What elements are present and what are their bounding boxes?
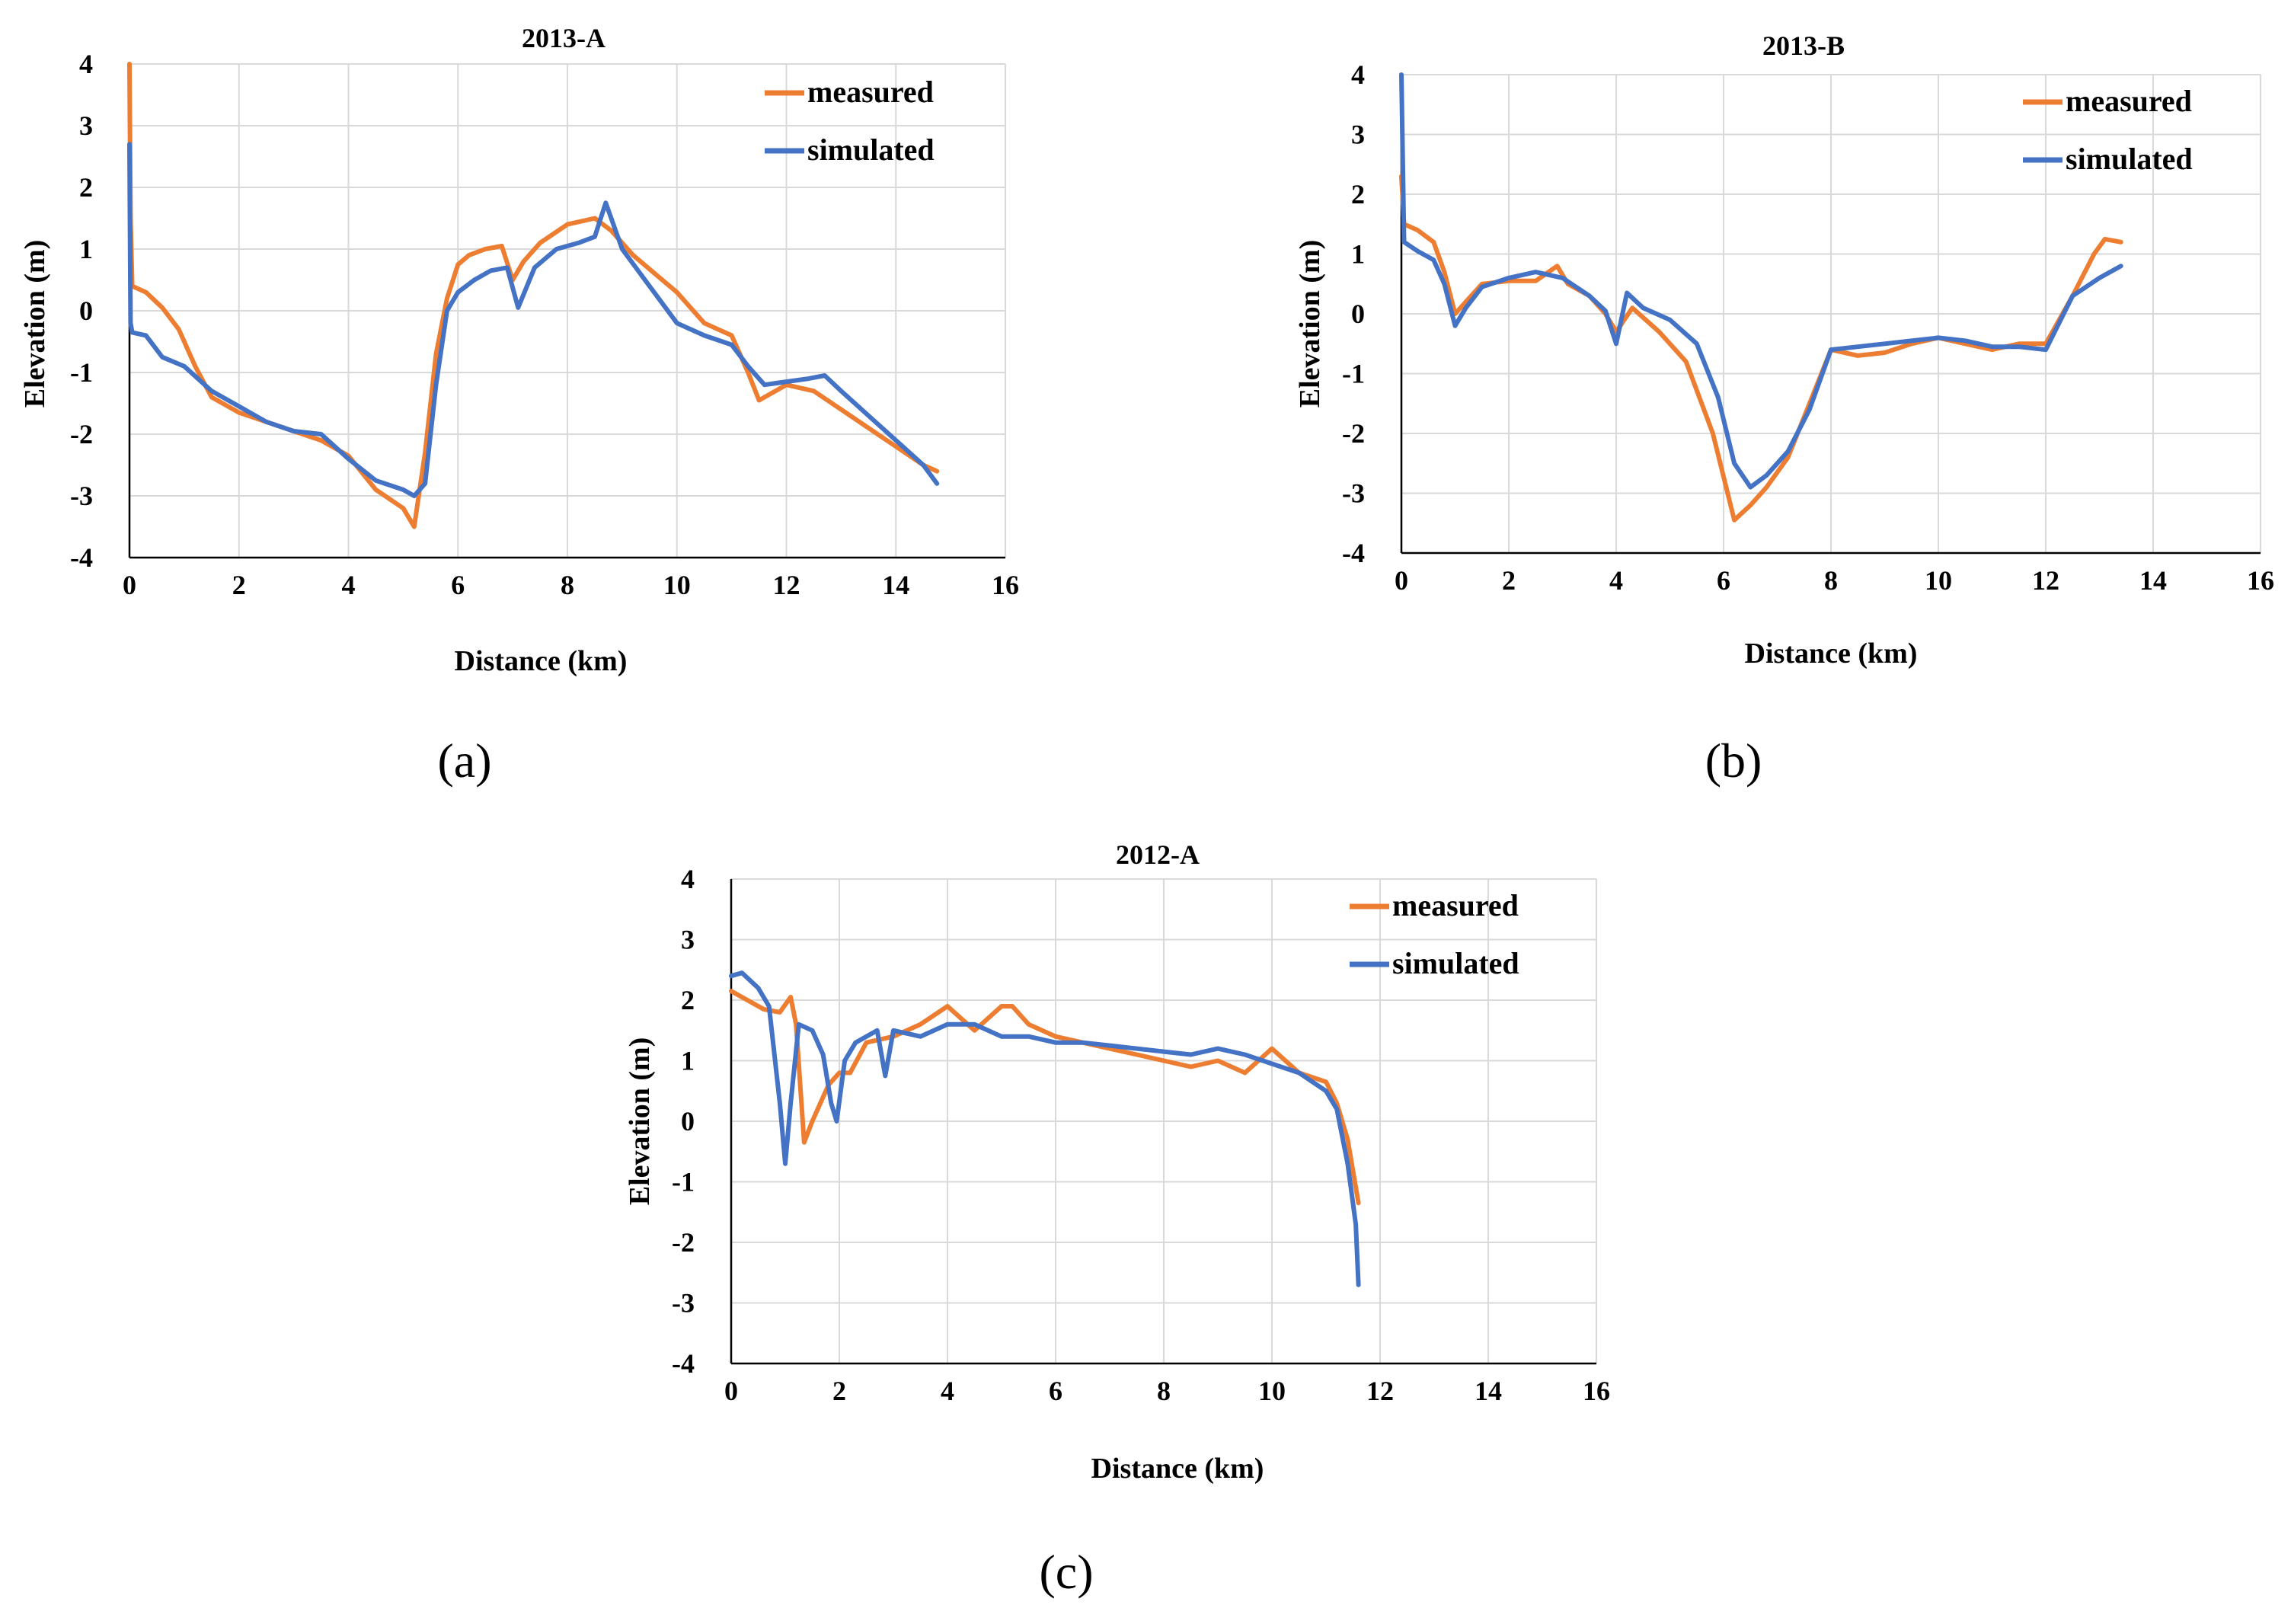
x-tick-label: 2 — [1502, 565, 1516, 596]
y-tick-label: -1 — [672, 1167, 695, 1197]
x-tick-label: 2 — [232, 570, 246, 600]
y-tick-label: -1 — [1342, 359, 1365, 389]
y-tick-label: -4 — [1342, 538, 1365, 568]
legend-label-measured: measured — [1392, 888, 1519, 922]
y-axis-label: Elevation (m) — [1294, 240, 1326, 408]
y-tick-label: -3 — [672, 1288, 695, 1319]
legend-label-simulated: simulated — [2066, 142, 2193, 176]
x-tick-label: 16 — [2247, 565, 2274, 596]
x-tick-label: 4 — [342, 570, 356, 600]
x-tick-label: 6 — [1717, 565, 1730, 596]
x-tick-label: 14 — [2139, 565, 2167, 596]
series-line-measured — [127, 62, 940, 529]
x-axis-label: Distance (km) — [455, 645, 628, 677]
y-tick-label: 1 — [681, 1046, 695, 1076]
x-tick-label: 14 — [1475, 1376, 1502, 1406]
panel-label: (a) — [437, 734, 491, 788]
x-tick-label: 8 — [1824, 565, 1838, 596]
y-tick-label: 3 — [681, 925, 695, 955]
series-line-measured — [729, 989, 1361, 1206]
x-tick-label: 4 — [941, 1376, 954, 1406]
x-axis-label: Distance (km) — [1091, 1453, 1264, 1485]
y-tick-label: 0 — [79, 296, 93, 326]
x-tick-label: 12 — [2032, 565, 2059, 596]
chart-2013-b: 2013-B Distance (km) Elevation (m) (b) 0… — [1294, 30, 2274, 788]
chart-title: 2012-A — [1116, 839, 1200, 870]
y-tick-label: -4 — [70, 542, 93, 573]
x-tick-label: 6 — [1049, 1376, 1062, 1406]
y-tick-label: 2 — [79, 172, 93, 203]
y-tick-label: -2 — [70, 419, 93, 449]
y-tick-label: 1 — [1351, 239, 1365, 270]
y-axis-label: Elevation (m) — [19, 240, 51, 408]
y-tick-label: -4 — [672, 1348, 695, 1379]
y-tick-label: 4 — [1351, 59, 1365, 90]
panel-label: (b) — [1705, 734, 1762, 788]
x-tick-label: 8 — [561, 570, 574, 600]
x-tick-label: 6 — [451, 570, 465, 600]
x-tick-label: 14 — [882, 570, 909, 600]
y-tick-label: 1 — [79, 234, 93, 264]
x-tick-label: 12 — [773, 570, 800, 600]
y-tick-label: 2 — [1351, 179, 1365, 209]
series-line-simulated — [729, 970, 1361, 1287]
y-axis-label: Elevation (m) — [624, 1037, 656, 1206]
x-tick-label: 12 — [1366, 1376, 1394, 1406]
x-tick-label: 8 — [1157, 1376, 1171, 1406]
y-tick-label: -3 — [1342, 478, 1365, 509]
legend-label-simulated: simulated — [1392, 946, 1519, 980]
x-tick-label: 10 — [663, 570, 691, 600]
y-tick-label: 0 — [1351, 299, 1365, 329]
y-tick-label: 3 — [1351, 120, 1365, 150]
series-line-simulated — [1399, 72, 2123, 490]
x-tick-label: 0 — [123, 570, 136, 600]
x-tick-label: 4 — [1609, 565, 1623, 596]
y-tick-label: 3 — [79, 110, 93, 141]
chart-title: 2013-B — [1762, 30, 1845, 61]
x-tick-label: 0 — [724, 1376, 738, 1406]
y-tick-label: 4 — [681, 864, 695, 894]
y-tick-label: 0 — [681, 1106, 695, 1136]
y-tick-label: -2 — [672, 1227, 695, 1258]
chart-2012-a: 2012-A Distance (km) Elevation (m) (c) 0… — [624, 839, 1610, 1599]
y-tick-label: 4 — [79, 49, 93, 79]
legend-label-measured: measured — [2066, 84, 2192, 118]
y-tick-label: -1 — [70, 357, 93, 388]
legend-label-simulated: simulated — [807, 133, 935, 167]
x-tick-label: 16 — [1583, 1376, 1610, 1406]
y-tick-label: 2 — [681, 985, 695, 1015]
x-tick-label: 2 — [832, 1376, 846, 1406]
x-tick-label: 16 — [992, 570, 1019, 600]
chart-2013-a: 2013-A Distance (km) Elevation (m) (a) 0… — [19, 23, 1019, 788]
legend-label-measured: measured — [807, 75, 934, 109]
x-tick-label: 10 — [1925, 565, 1952, 596]
x-axis-label: Distance (km) — [1745, 638, 1918, 670]
y-tick-label: -2 — [1342, 418, 1365, 449]
x-tick-label: 10 — [1258, 1376, 1286, 1406]
panel-label: (c) — [1039, 1545, 1093, 1599]
chart-title: 2013-A — [522, 23, 606, 53]
y-tick-label: -3 — [70, 481, 93, 511]
series-line-simulated — [127, 142, 940, 498]
x-tick-label: 0 — [1395, 565, 1408, 596]
series-line-measured — [1399, 174, 2123, 523]
